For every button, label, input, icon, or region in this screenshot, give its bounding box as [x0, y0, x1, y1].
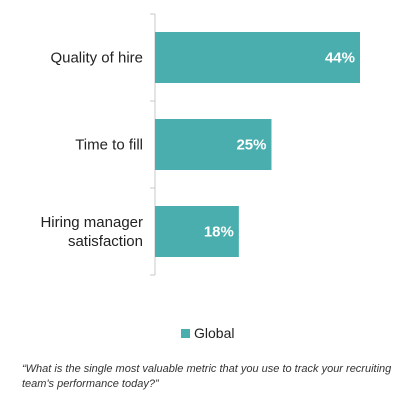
category-label-line: satisfaction	[68, 233, 143, 250]
category-label-line: Time to fill	[75, 137, 143, 154]
category-label: Quality of hire	[50, 50, 143, 67]
category-label: Hiring manager satisfaction	[40, 214, 143, 250]
category-label-line: Quality of hire	[50, 50, 143, 67]
value-labels: 44% 25% 18%	[204, 50, 355, 241]
category-label-line: Hiring manager	[40, 214, 143, 231]
chart-bars	[155, 32, 360, 257]
chart-legend: Global	[181, 325, 234, 341]
survey-question: “What is the single most valuable metric…	[22, 363, 392, 390]
bar	[155, 206, 239, 257]
legend-label-global: Global	[194, 325, 234, 341]
bar-value-label: 25%	[236, 137, 266, 154]
chart-axis	[150, 13, 156, 276]
bar	[155, 119, 272, 170]
category-label: Time to fill	[75, 137, 143, 154]
bar-value-label: 44%	[325, 50, 355, 67]
category-labels: Quality of hire Time to fill Hiring manage…	[40, 50, 143, 251]
bar-value-label: 18%	[204, 224, 234, 241]
legend-swatch-global	[181, 329, 190, 338]
bar	[155, 32, 360, 83]
